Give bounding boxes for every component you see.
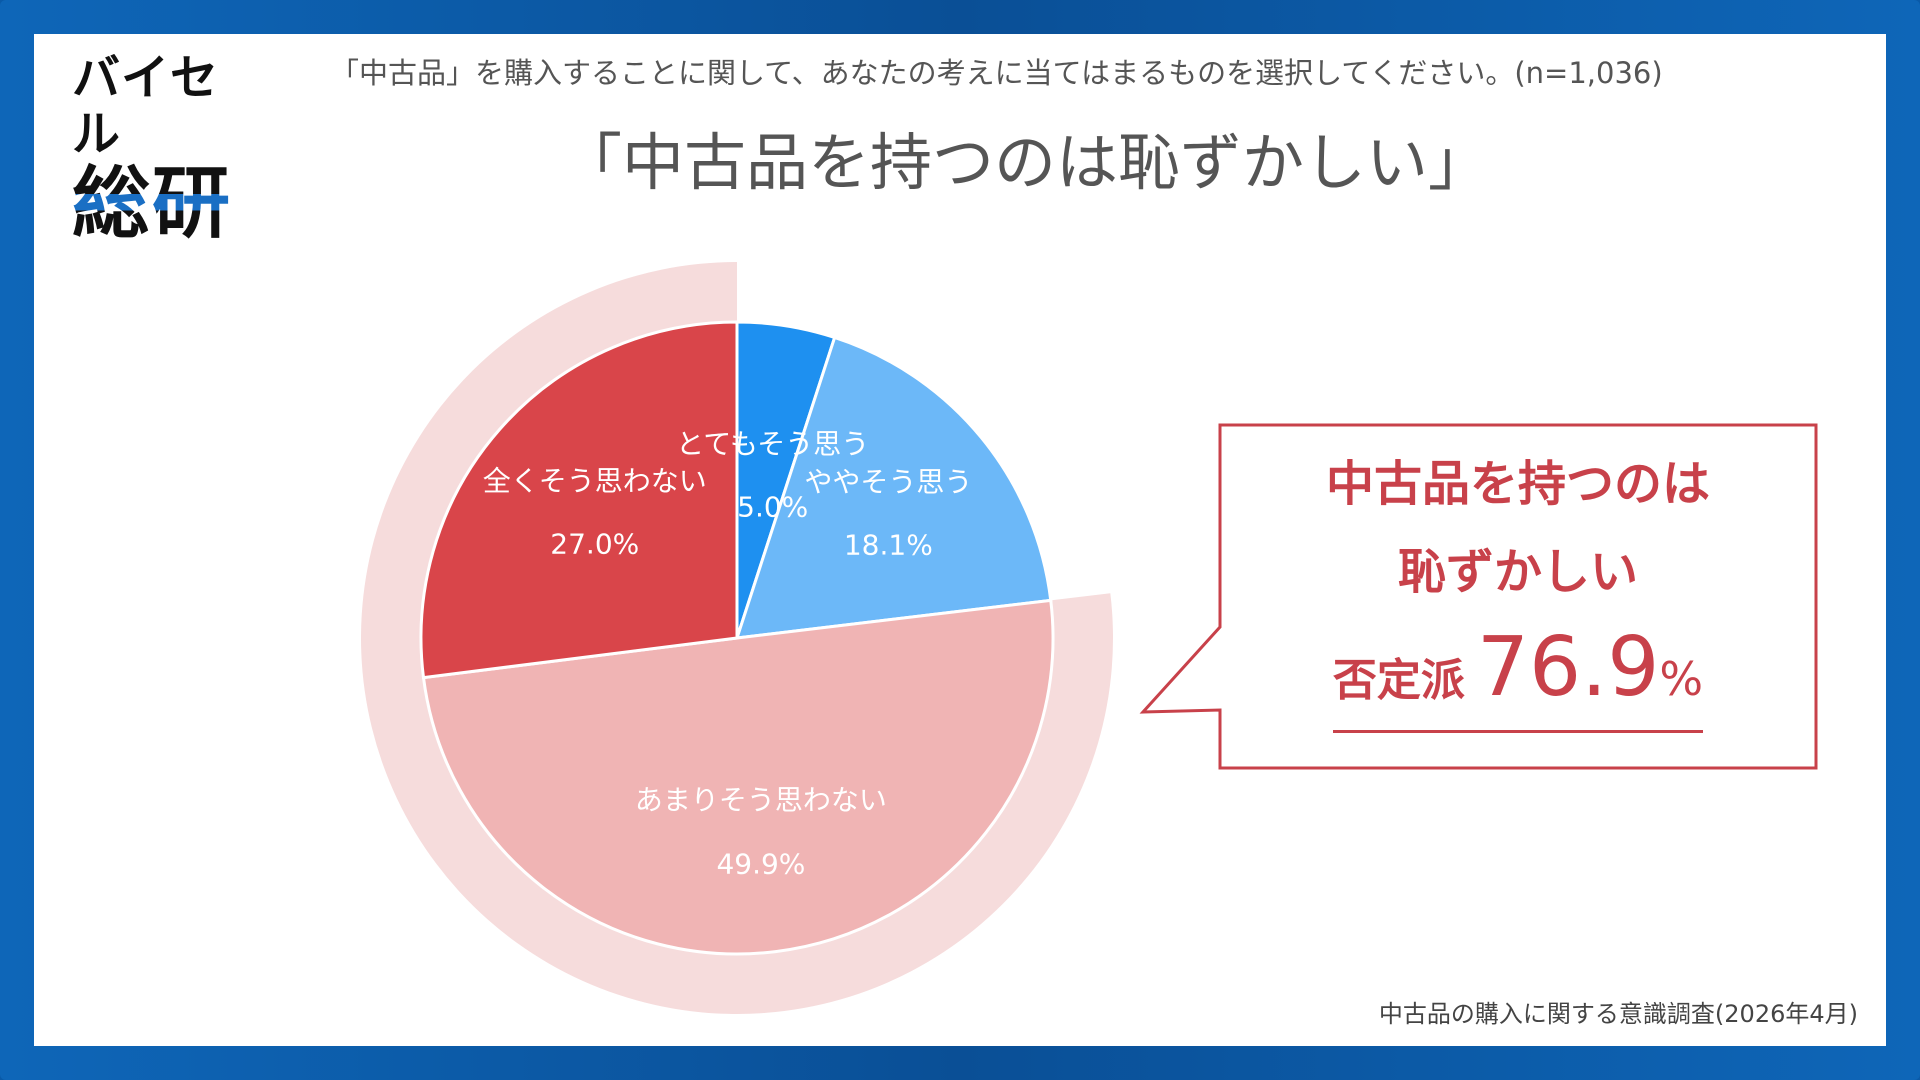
survey-question: 「中古品」を購入することに関して、あなたの考えに当てはまるものを選択してください…: [330, 56, 1663, 90]
pie-slice-4: [419, 320, 739, 680]
callout-summary: 否定派 76.9%: [1332, 627, 1704, 733]
slice-label-4: 全くそう思わない 27.0%: [483, 464, 707, 561]
slice-label-1: とてもそう思う 5.0%: [676, 427, 869, 524]
pie-slice-3: [421, 598, 1055, 956]
callout: 中古品を持つのは 恥ずかしい 否定派 76.9%: [1220, 440, 1816, 733]
callout-box: [1139, 423, 1818, 770]
slice-label-3: あまりそう思わない 49.9%: [635, 784, 887, 881]
slice-label-2: ややそう思う 18.1%: [804, 465, 972, 562]
slice-value-label: 49.9%: [716, 847, 806, 881]
callout-value: 76.9: [1476, 620, 1660, 715]
slice-category-label: あまりそう思わない: [634, 783, 887, 817]
slice-value-label: 18.1%: [843, 528, 933, 562]
callout-line2: 恥ずかしい: [1397, 544, 1638, 600]
callout-unit: %: [1659, 652, 1704, 706]
slice-value-label: 5.0%: [737, 490, 809, 524]
pie-slice-2: [734, 335, 1053, 640]
callout-group-label: 否定派: [1332, 655, 1465, 706]
slice-value-label: 27.0%: [550, 527, 640, 561]
callout-line1: 中古品を持つのは: [1325, 456, 1710, 512]
slice-category-label: とてもそう思う: [676, 427, 870, 461]
logo: バイセル 総研: [72, 50, 262, 246]
logo-line1: バイセル: [72, 50, 220, 162]
logo-line2: 総研: [72, 162, 262, 246]
slice-category-label: 全くそう思わない: [482, 464, 707, 498]
slice-category-label: ややそう思う: [804, 464, 973, 498]
chart-title: 「中古品を持つのは恥ずかしい」: [559, 126, 1490, 199]
source-note: 中古品の購入に関する意識調査(2026年4月): [1378, 1000, 1858, 1028]
